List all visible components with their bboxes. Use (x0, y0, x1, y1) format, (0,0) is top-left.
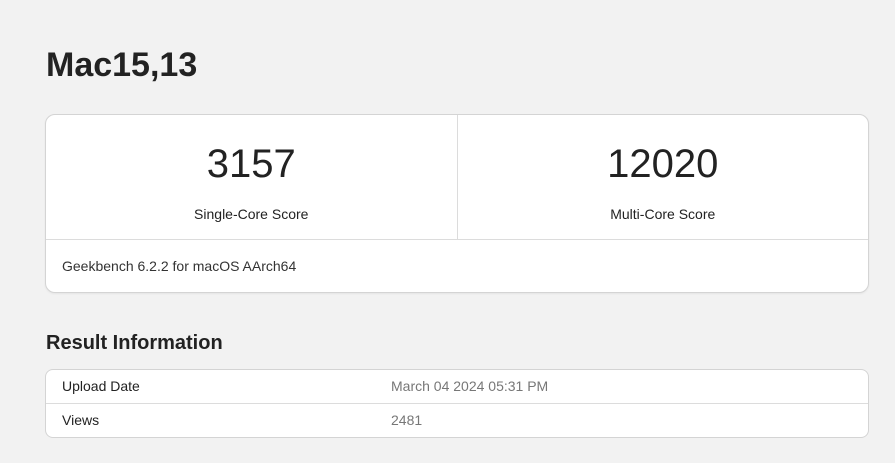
row-label: Views (62, 412, 100, 428)
multi-core-score: 12020 Multi-Core Score (456, 115, 869, 239)
row-value: March 04 2024 05:31 PM (391, 378, 549, 394)
scores-row: 3157 Single-Core Score 12020 Multi-Core … (46, 115, 868, 240)
score-value: 12020 (607, 142, 719, 186)
section-heading: Result Information (46, 332, 223, 354)
score-card: 3157 Single-Core Score 12020 Multi-Core … (45, 114, 869, 293)
page-title: Mac15,13 (46, 46, 198, 84)
score-label: Single-Core Score (194, 206, 309, 222)
score-label: Multi-Core Score (610, 206, 716, 222)
result-info-table: Upload Date March 04 2024 05:31 PM Views… (45, 369, 869, 438)
table-row: Views 2481 (46, 403, 868, 437)
single-core-score: 3157 Single-Core Score (46, 115, 457, 239)
score-value: 3157 (206, 142, 296, 186)
table-row: Upload Date March 04 2024 05:31 PM (46, 370, 868, 403)
row-value: 2481 (391, 412, 423, 428)
row-label: Upload Date (62, 378, 140, 394)
benchmark-info: Geekbench 6.2.2 for macOS AArch64 (62, 258, 297, 274)
